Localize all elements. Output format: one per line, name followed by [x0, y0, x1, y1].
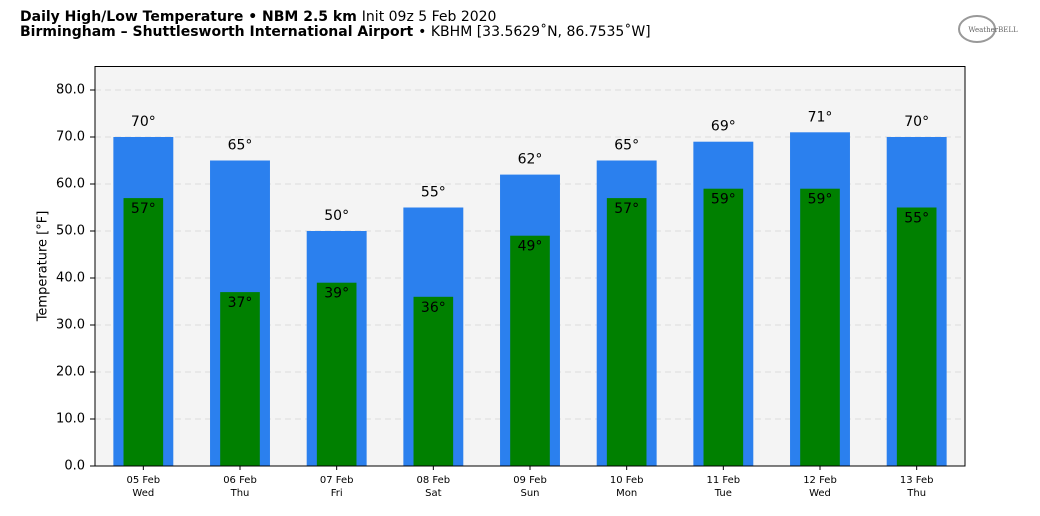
- x-tick-label: 05 Feb: [127, 475, 161, 486]
- high-label: 70°: [131, 114, 156, 130]
- x-tick-sublabel: Fri: [331, 488, 343, 499]
- high-label: 65°: [228, 138, 253, 154]
- low-label: 57°: [131, 201, 156, 217]
- low-bar: [220, 292, 260, 466]
- y-tick-label: 10.0: [56, 412, 85, 427]
- x-tick-sublabel: Thu: [230, 488, 250, 499]
- x-tick-sublabel: Wed: [132, 488, 154, 499]
- x-tick-sublabel: Mon: [616, 488, 637, 499]
- low-label: 39°: [324, 286, 349, 302]
- y-axis-label: Temperature [°F]: [36, 211, 51, 323]
- x-tick-label: 13 Feb: [900, 475, 934, 486]
- x-tick-label: 12 Feb: [803, 475, 837, 486]
- low-bar: [800, 188, 840, 466]
- high-label: 71°: [808, 109, 833, 125]
- low-label: 36°: [421, 300, 446, 316]
- low-bar: [606, 198, 647, 466]
- low-bar: [510, 235, 550, 466]
- x-tick-label: 10 Feb: [610, 475, 644, 486]
- y-tick-label: 70.0: [56, 130, 85, 145]
- high-label: 65°: [614, 138, 639, 154]
- low-bar: [123, 198, 164, 466]
- y-tick-label: 50.0: [56, 224, 85, 239]
- low-label: 59°: [808, 192, 833, 208]
- y-tick-label: 80.0: [56, 83, 85, 98]
- low-bar: [413, 296, 454, 466]
- init: Init 09z 5 Feb 2020: [362, 9, 497, 25]
- high-label: 62°: [518, 152, 543, 168]
- high-label: 70°: [904, 114, 929, 130]
- low-label: 55°: [904, 211, 929, 227]
- x-tick-label: 06 Feb: [223, 475, 257, 486]
- location: Birmingham – Shuttlesworth International…: [20, 24, 413, 40]
- y-tick-label: 60.0: [56, 177, 85, 192]
- low-label: 59°: [711, 192, 736, 208]
- low-bar: [896, 207, 937, 466]
- x-tick-label: 08 Feb: [417, 475, 451, 486]
- y-tick-label: 0.0: [64, 459, 85, 474]
- logo: WeatherBELL: [968, 26, 1018, 34]
- logo-mark: [958, 15, 996, 43]
- x-tick-sublabel: Sat: [425, 488, 441, 499]
- low-label: 37°: [228, 295, 253, 311]
- chart-subtitle: Birmingham – Shuttlesworth International…: [20, 23, 651, 40]
- title: Daily High/Low Temperature • NBM 2.5 km: [20, 9, 357, 25]
- x-tick-sublabel: Thu: [906, 488, 926, 499]
- high-label: 69°: [711, 119, 736, 135]
- x-tick-label: 09 Feb: [513, 475, 547, 486]
- y-tick-label: 30.0: [56, 318, 85, 333]
- low-label: 49°: [518, 239, 543, 255]
- y-tick-label: 40.0: [56, 271, 85, 286]
- chart-title: Daily High/Low Temperature • NBM 2.5 km I…: [20, 9, 496, 25]
- high-label: 50°: [324, 208, 349, 224]
- y-tick-label: 20.0: [56, 365, 85, 380]
- x-tick-sublabel: Sun: [520, 488, 539, 499]
- station: • KBHM [33.5629˚N, 86.7535˚W]: [418, 23, 650, 40]
- high-label: 55°: [421, 185, 446, 201]
- low-bar: [703, 188, 744, 466]
- x-tick-sublabel: Tue: [714, 488, 732, 499]
- low-label: 57°: [614, 201, 639, 217]
- low-bar: [316, 282, 357, 466]
- x-tick-label: 11 Feb: [707, 475, 741, 486]
- x-tick-label: 07 Feb: [320, 475, 354, 486]
- x-tick-sublabel: Wed: [809, 488, 831, 499]
